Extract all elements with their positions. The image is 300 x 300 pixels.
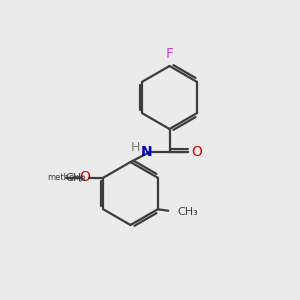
Text: O: O (79, 170, 90, 184)
Text: N: N (141, 145, 152, 158)
Text: F: F (166, 46, 173, 61)
Text: H: H (131, 141, 140, 154)
Text: O: O (192, 145, 203, 158)
Text: methoxy: methoxy (48, 173, 85, 182)
Text: CH₃: CH₃ (177, 207, 198, 217)
Text: CH₃: CH₃ (65, 173, 86, 183)
